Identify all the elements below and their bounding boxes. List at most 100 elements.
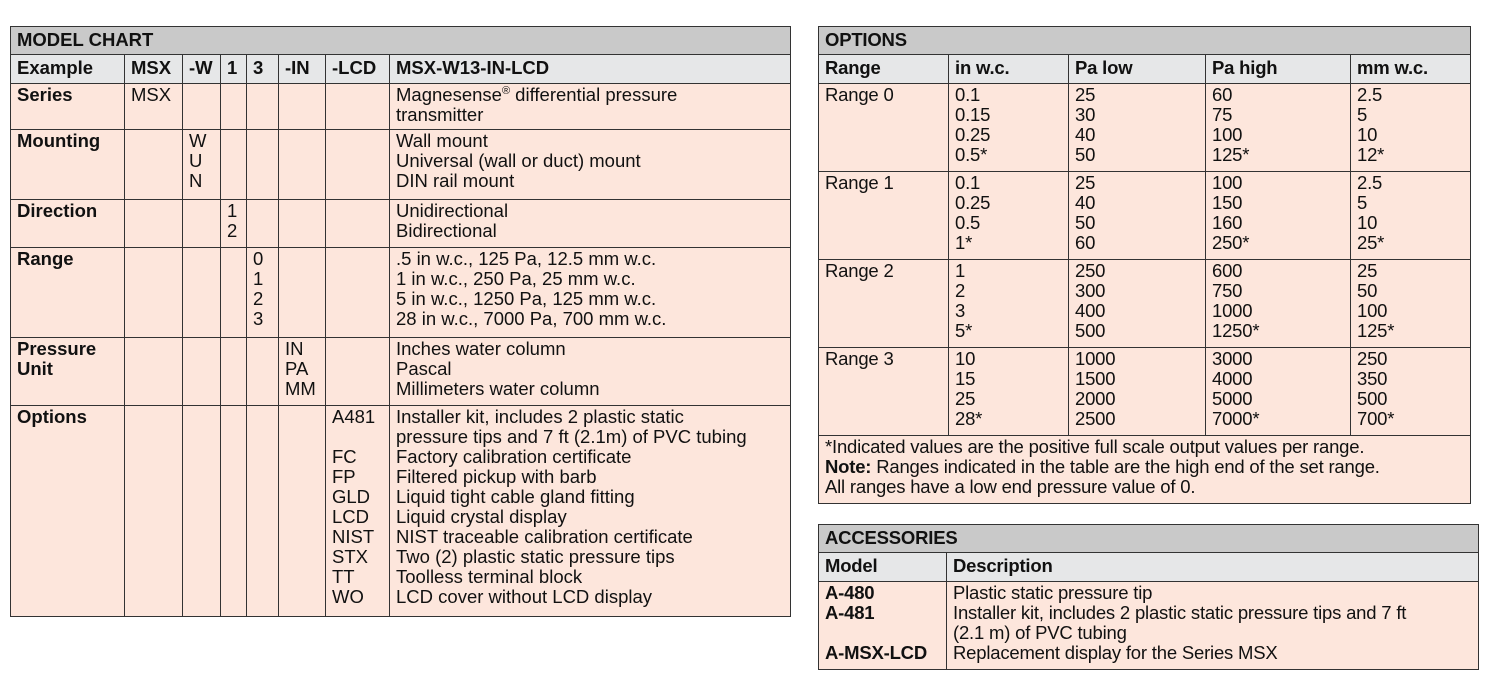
code-cell: [182, 199, 221, 248]
code-cell: [124, 199, 183, 248]
header-cell: Pa low: [1068, 54, 1206, 84]
model-cell: A-480 A-481 A-MSX-LCD: [818, 581, 947, 670]
description-line: Bidirectional: [396, 220, 497, 241]
code-value: MSX: [131, 84, 172, 105]
code-value: NIST: [332, 526, 375, 547]
value: 40: [1075, 124, 1096, 145]
description-line: Wall mount: [396, 130, 488, 151]
description-line: Millimeters water column: [396, 378, 600, 399]
description-cell: Plastic static pressure tip Installer kit…: [946, 581, 1479, 670]
code-value: FP: [332, 466, 356, 487]
code-value: TT: [332, 566, 355, 587]
value: 2.5: [1357, 84, 1383, 105]
value: 0.25: [955, 192, 991, 213]
code-cell: [278, 199, 326, 248]
code-value: WO: [332, 586, 364, 607]
code-value: [332, 427, 383, 447]
value: 250: [1357, 348, 1388, 369]
value: 5: [1357, 192, 1368, 213]
value: 500: [1357, 388, 1388, 409]
accessory-model: A-MSX-LCD: [825, 642, 927, 663]
row-label-line: Range: [17, 248, 74, 269]
header-cell: -IN: [278, 54, 326, 84]
description-cell: Magnesense® differential pressure transmi…: [388, 83, 792, 130]
row-label-line: Mounting: [17, 130, 101, 151]
code-value: U: [189, 150, 203, 171]
mm-wc-cell: 2.5 5 10 12*: [1349, 83, 1472, 172]
pa-low-cell: 1000 1500 2000 2500: [1068, 347, 1206, 436]
row-label-line: Unit: [17, 358, 53, 379]
value: 1250*: [1212, 320, 1260, 341]
value: 25: [1075, 84, 1096, 105]
description-line: Inches water column: [396, 338, 566, 359]
value: 750: [1212, 280, 1243, 301]
description-line: Unidirectional: [396, 200, 509, 221]
row-label: Mounting: [10, 129, 125, 200]
header-cell: MSX: [124, 54, 183, 84]
value: 60: [1212, 84, 1233, 105]
value: 700*: [1357, 408, 1395, 429]
description-line: transmitter: [396, 104, 484, 125]
in-wc-cell: 10 15 25 28*: [948, 347, 1069, 436]
value: 50: [1075, 144, 1096, 165]
value: 2000: [1075, 388, 1116, 409]
accessories-row: A-480 A-481 A-MSX-LCD Plastic static pressu…: [818, 581, 1479, 670]
value: 125*: [1357, 320, 1395, 341]
footnote: *Indicated values are the positive full …: [825, 436, 1365, 457]
value: 12*: [1357, 144, 1385, 165]
value: 75: [1212, 104, 1233, 125]
header-cell: 1: [220, 54, 247, 84]
description-line: LCD cover without LCD display: [396, 586, 653, 607]
value: 0.15: [955, 104, 991, 125]
description-line: Liquid crystal display: [396, 506, 567, 527]
code-value: 2: [253, 288, 264, 309]
description-line: Filtered pickup with barb: [396, 466, 597, 487]
row-label: Range: [10, 247, 125, 338]
mm-wc-cell: 25 50 100 125*: [1349, 259, 1472, 348]
code-value: 3: [253, 308, 264, 329]
in-wc-cell: 0.1 0.25 0.5 1*: [948, 171, 1069, 260]
value: 1*: [955, 232, 973, 253]
description-line: pressure tips and 7 ft (2.1m) of PVC tub…: [396, 426, 747, 447]
header-cell: Example: [10, 54, 125, 84]
value: 28*: [955, 408, 983, 429]
code-value: GLD: [332, 486, 371, 507]
model-chart-title: MODEL CHART: [9, 26, 792, 55]
pa-high-cell: 60 75 100 125*: [1205, 83, 1351, 172]
value: 25: [1075, 172, 1096, 193]
accessories-title: ACCESSORIES: [818, 524, 1479, 553]
code-value: MM: [285, 378, 316, 399]
value: 100: [1357, 300, 1388, 321]
value: 250: [1075, 260, 1106, 281]
description-line: .5 in w.c., 125 Pa, 12.5 mm w.c.: [396, 248, 657, 269]
accessory-model: A-481: [825, 602, 875, 623]
value: 5*: [955, 320, 973, 341]
value: 0.25: [955, 124, 991, 145]
code-cell: [182, 405, 221, 617]
model-chart-row: Direction 1 2 Unidirectional Bidirectional: [10, 199, 792, 248]
value: 0.1: [955, 172, 981, 193]
code-value: N: [189, 170, 203, 191]
code-cell: [246, 129, 279, 200]
model-chart-row: Pressure Unit IN PA MM Inches water column Pas…: [10, 337, 792, 406]
header-cell: 3: [246, 54, 279, 84]
accessories-header-row: Model Description: [818, 552, 1479, 582]
row-label-line: Series: [17, 84, 73, 105]
pa-high-cell: 3000 4000 5000 7000*: [1205, 347, 1351, 436]
value: 3: [955, 300, 966, 321]
code-value: 0: [253, 248, 264, 269]
description-cell: .5 in w.c., 125 Pa, 12.5 mm w.c. 1 in w.c…: [388, 247, 792, 338]
header-cell: Pa high: [1205, 54, 1351, 84]
range-label: Range 3: [818, 347, 949, 436]
row-label-line: Direction: [17, 200, 98, 221]
value: 350: [1357, 368, 1388, 389]
options-note: *Indicated values are the positive full …: [817, 435, 1472, 504]
accessory-description: Replacement display for the Series MSX: [953, 642, 1278, 663]
value: 5: [1357, 104, 1368, 125]
pa-low-cell: 25 40 50 60: [1068, 171, 1206, 260]
code-cell: [124, 337, 183, 406]
header-cell: Description: [946, 552, 1479, 582]
code-cell: [246, 337, 279, 406]
